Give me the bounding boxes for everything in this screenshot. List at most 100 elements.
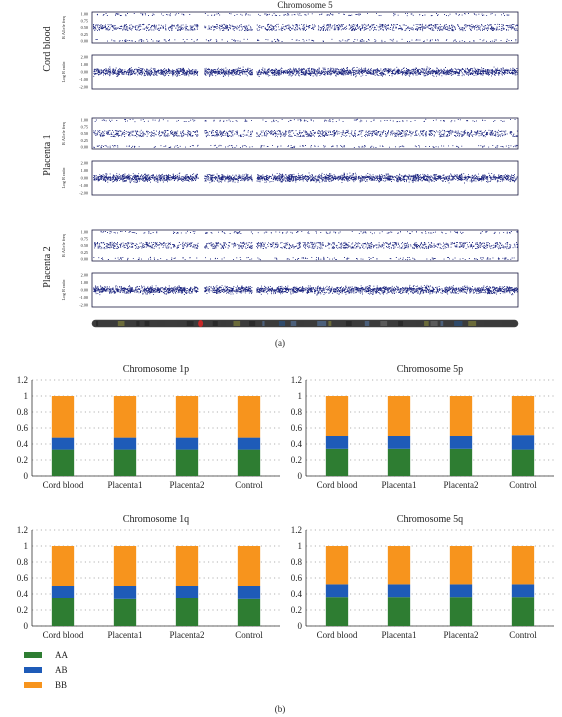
y-tick-label: 0.2: [17, 455, 28, 465]
tick-label: -2.00: [79, 303, 88, 308]
bar-ab: [113, 437, 137, 450]
y-tick-label: 1: [298, 391, 303, 401]
y-tick-label: 0.2: [291, 605, 302, 615]
y-tick-label: 0.2: [291, 455, 302, 465]
bar-ab: [51, 437, 75, 450]
tick-label: 0.50: [81, 25, 88, 30]
bar-chart: Chromosome 1q 0 0.2 0.4 0.6 0.8 1 1.2 Cord blood…: [17, 514, 280, 640]
x-tick-label: Placenta1: [382, 630, 417, 640]
panel-b-charts: Chromosome 1p 0 0.2 0.4 0.6 0.8 1 1.2 Cord blood…: [17, 364, 554, 640]
ideogram-band: [317, 321, 327, 326]
bar-ab: [237, 437, 261, 450]
panel-a-tracks: 1.000.750.500.250.00B Allele freq2.001.0…: [42, 12, 519, 308]
bar-aa: [51, 449, 75, 476]
bar-bb: [51, 546, 75, 586]
data-points: [93, 284, 518, 296]
chart-title: Chromosome 1p: [123, 364, 189, 375]
bar-aa: [237, 449, 261, 476]
tick-label: 0.25: [81, 138, 88, 143]
ideogram-band: [440, 321, 444, 326]
bar-ab: [325, 584, 349, 598]
ideogram-band: [233, 321, 241, 326]
legend-swatch: [24, 682, 42, 688]
bar-bb: [325, 396, 349, 436]
lrr-track: 2.00 1.00 0.00 -1.00 -2.00 Log R ratio: [61, 161, 519, 196]
bar-aa: [237, 598, 261, 626]
x-tick-label: Cord blood: [43, 630, 84, 640]
x-tick-label: Control: [509, 630, 537, 640]
bar-aa: [325, 597, 349, 626]
bar-bb: [387, 396, 411, 436]
bar-ab: [387, 584, 411, 598]
tick-label: -1.00: [79, 77, 88, 82]
ideogram-band: [157, 321, 165, 326]
ideogram-band: [221, 321, 227, 326]
legend: AA AB BB: [24, 650, 68, 690]
bar-bb: [387, 546, 411, 585]
track-frame: [91, 117, 519, 150]
y-tick-label: 1.2: [17, 525, 28, 535]
y-tick-label: 0.8: [17, 557, 29, 567]
ideogram-band: [117, 321, 125, 326]
legend-swatch: [24, 667, 42, 673]
y-tick-label: 0.2: [17, 605, 28, 615]
x-tick-label: Control: [235, 630, 263, 640]
ideogram-band: [416, 321, 422, 326]
ideogram-band: [249, 321, 256, 326]
ideogram-band: [298, 321, 304, 326]
x-tick-label: Cord blood: [317, 630, 358, 640]
tick-label: 1.00: [81, 62, 88, 67]
baf-track: 1.000.75 0.50 0.25 0.00 B Allele freq: [61, 12, 519, 44]
tick-label: 0.75: [81, 236, 88, 241]
bar-ab: [511, 584, 535, 598]
ideogram-band: [364, 321, 370, 326]
bar-aa: [449, 597, 473, 626]
bar-ab: [175, 586, 199, 598]
y-tick-label: 0.4: [291, 439, 303, 449]
sample-label: Placenta 1: [42, 134, 53, 175]
bar-bb: [237, 546, 261, 586]
bar-ab: [325, 436, 349, 449]
bar-ab: [449, 584, 473, 598]
legend-label: AA: [55, 650, 68, 660]
ideogram-body: [91, 319, 519, 328]
tick-label: -2.00: [79, 191, 88, 196]
centromere: [198, 320, 204, 327]
tick-label: 1.00: [81, 280, 88, 285]
bar-aa: [113, 598, 137, 626]
ideogram-band: [278, 321, 286, 326]
tick-label: 0.50: [81, 243, 88, 248]
bar-ab: [175, 437, 199, 450]
bar-aa: [449, 448, 473, 476]
bar-ab: [51, 586, 75, 598]
tick-label: 0.25: [81, 32, 88, 37]
y-tick-label: 0.8: [291, 557, 303, 567]
lrr-track: 2.00 1.00 0.00 -1.00 -2.00 Log R ratio: [61, 55, 519, 90]
sample-group: 1.000.750.500.250.00B Allele freq2.001.0…: [42, 117, 519, 196]
y-tick-label: 0: [298, 621, 303, 631]
panel-a-title: Chromosome 5: [277, 0, 333, 10]
bar-aa: [175, 598, 199, 626]
tick-label: 2.00: [81, 273, 88, 278]
bar-chart: Chromosome 5p 0 0.2 0.4 0.6 0.8 1 1.2 Cord blood…: [291, 364, 554, 490]
bar-aa: [325, 448, 349, 476]
bar-aa: [387, 448, 411, 476]
data-points: [93, 230, 518, 261]
bar-aa: [511, 449, 535, 476]
baf-track: 1.000.75 0.50 0.25 0.00 B Allele freq: [61, 230, 519, 262]
chart-title: Chromosome 5q: [397, 514, 463, 525]
x-tick-label: Placenta1: [382, 480, 417, 490]
bar-aa: [51, 598, 75, 626]
x-tick-label: Control: [509, 480, 537, 490]
bar-ab: [387, 436, 411, 449]
bar-ab: [449, 436, 473, 449]
sample-label: Cord blood: [42, 26, 53, 71]
tick-label: 1.00: [81, 12, 88, 17]
y-tick-label: 1.2: [291, 525, 302, 535]
bar-bb: [325, 546, 349, 585]
y-tick-label: 0.6: [291, 573, 303, 583]
lrr-track: 2.00 1.00 0.00 -1.00 -2.00 Log R ratio: [61, 273, 519, 308]
track-axis-label: Log R ratio: [61, 167, 66, 188]
bar-bb: [511, 546, 535, 585]
